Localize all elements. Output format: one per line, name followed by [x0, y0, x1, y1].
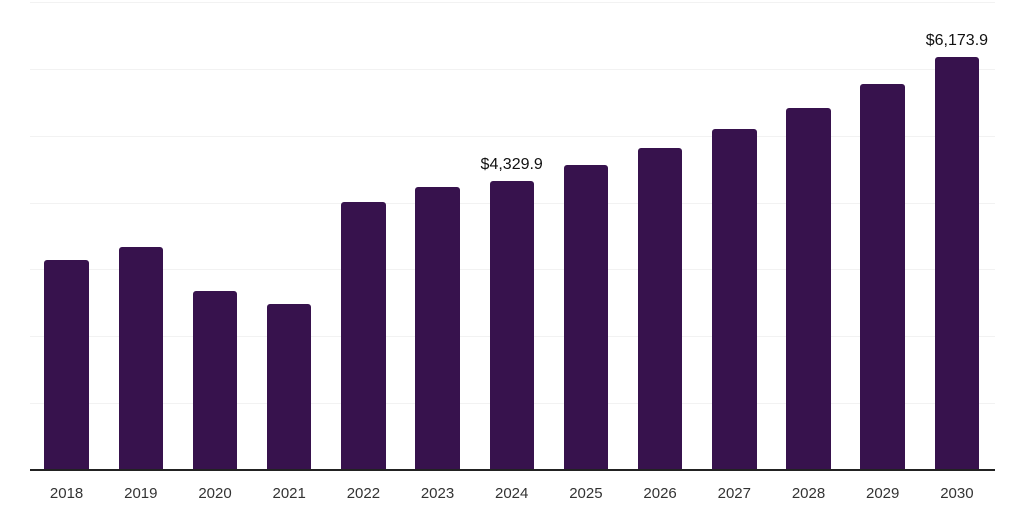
value-label-2024: $4,329.9 [480, 155, 543, 173]
x-tick-2018: 2018 [49, 485, 84, 502]
x-tick-2030: 2030 [940, 485, 974, 502]
x-tick-2023: 2023 [420, 485, 455, 502]
value-label-2030: $6,173.9 [925, 32, 989, 50]
x-tick-2019: 2019 [124, 485, 158, 502]
x-tick-2025: 2025 [569, 485, 603, 502]
x-axis-line [30, 469, 995, 471]
bar-2021 [266, 303, 312, 470]
bar-2025 [563, 165, 609, 470]
x-tick-2027: 2027 [717, 485, 751, 502]
bar-2028 [786, 107, 831, 470]
bar-2027 [712, 129, 757, 470]
x-tick-2028: 2028 [791, 485, 826, 502]
x-tick-2020: 2020 [198, 485, 232, 502]
gridline-7000 [30, 2, 995, 3]
bar-2022 [341, 201, 386, 470]
bar-2024 [489, 180, 534, 470]
bar-2026 [637, 147, 683, 470]
bar-2029 [860, 83, 905, 470]
gridline-5000 [30, 135, 995, 137]
x-tick-2022: 2022 [346, 485, 381, 502]
x-tick-2026: 2026 [643, 485, 677, 502]
bar-2020 [192, 291, 238, 470]
bar-2019 [118, 247, 163, 470]
x-tick-2021: 2021 [272, 485, 306, 502]
bar-2018 [44, 260, 89, 470]
x-tick-2029: 2029 [866, 485, 900, 502]
bar-2030 [934, 57, 980, 470]
x-tick-2024: 2024 [495, 485, 529, 502]
gridline-6000 [30, 68, 995, 70]
bar-2023 [415, 187, 460, 470]
